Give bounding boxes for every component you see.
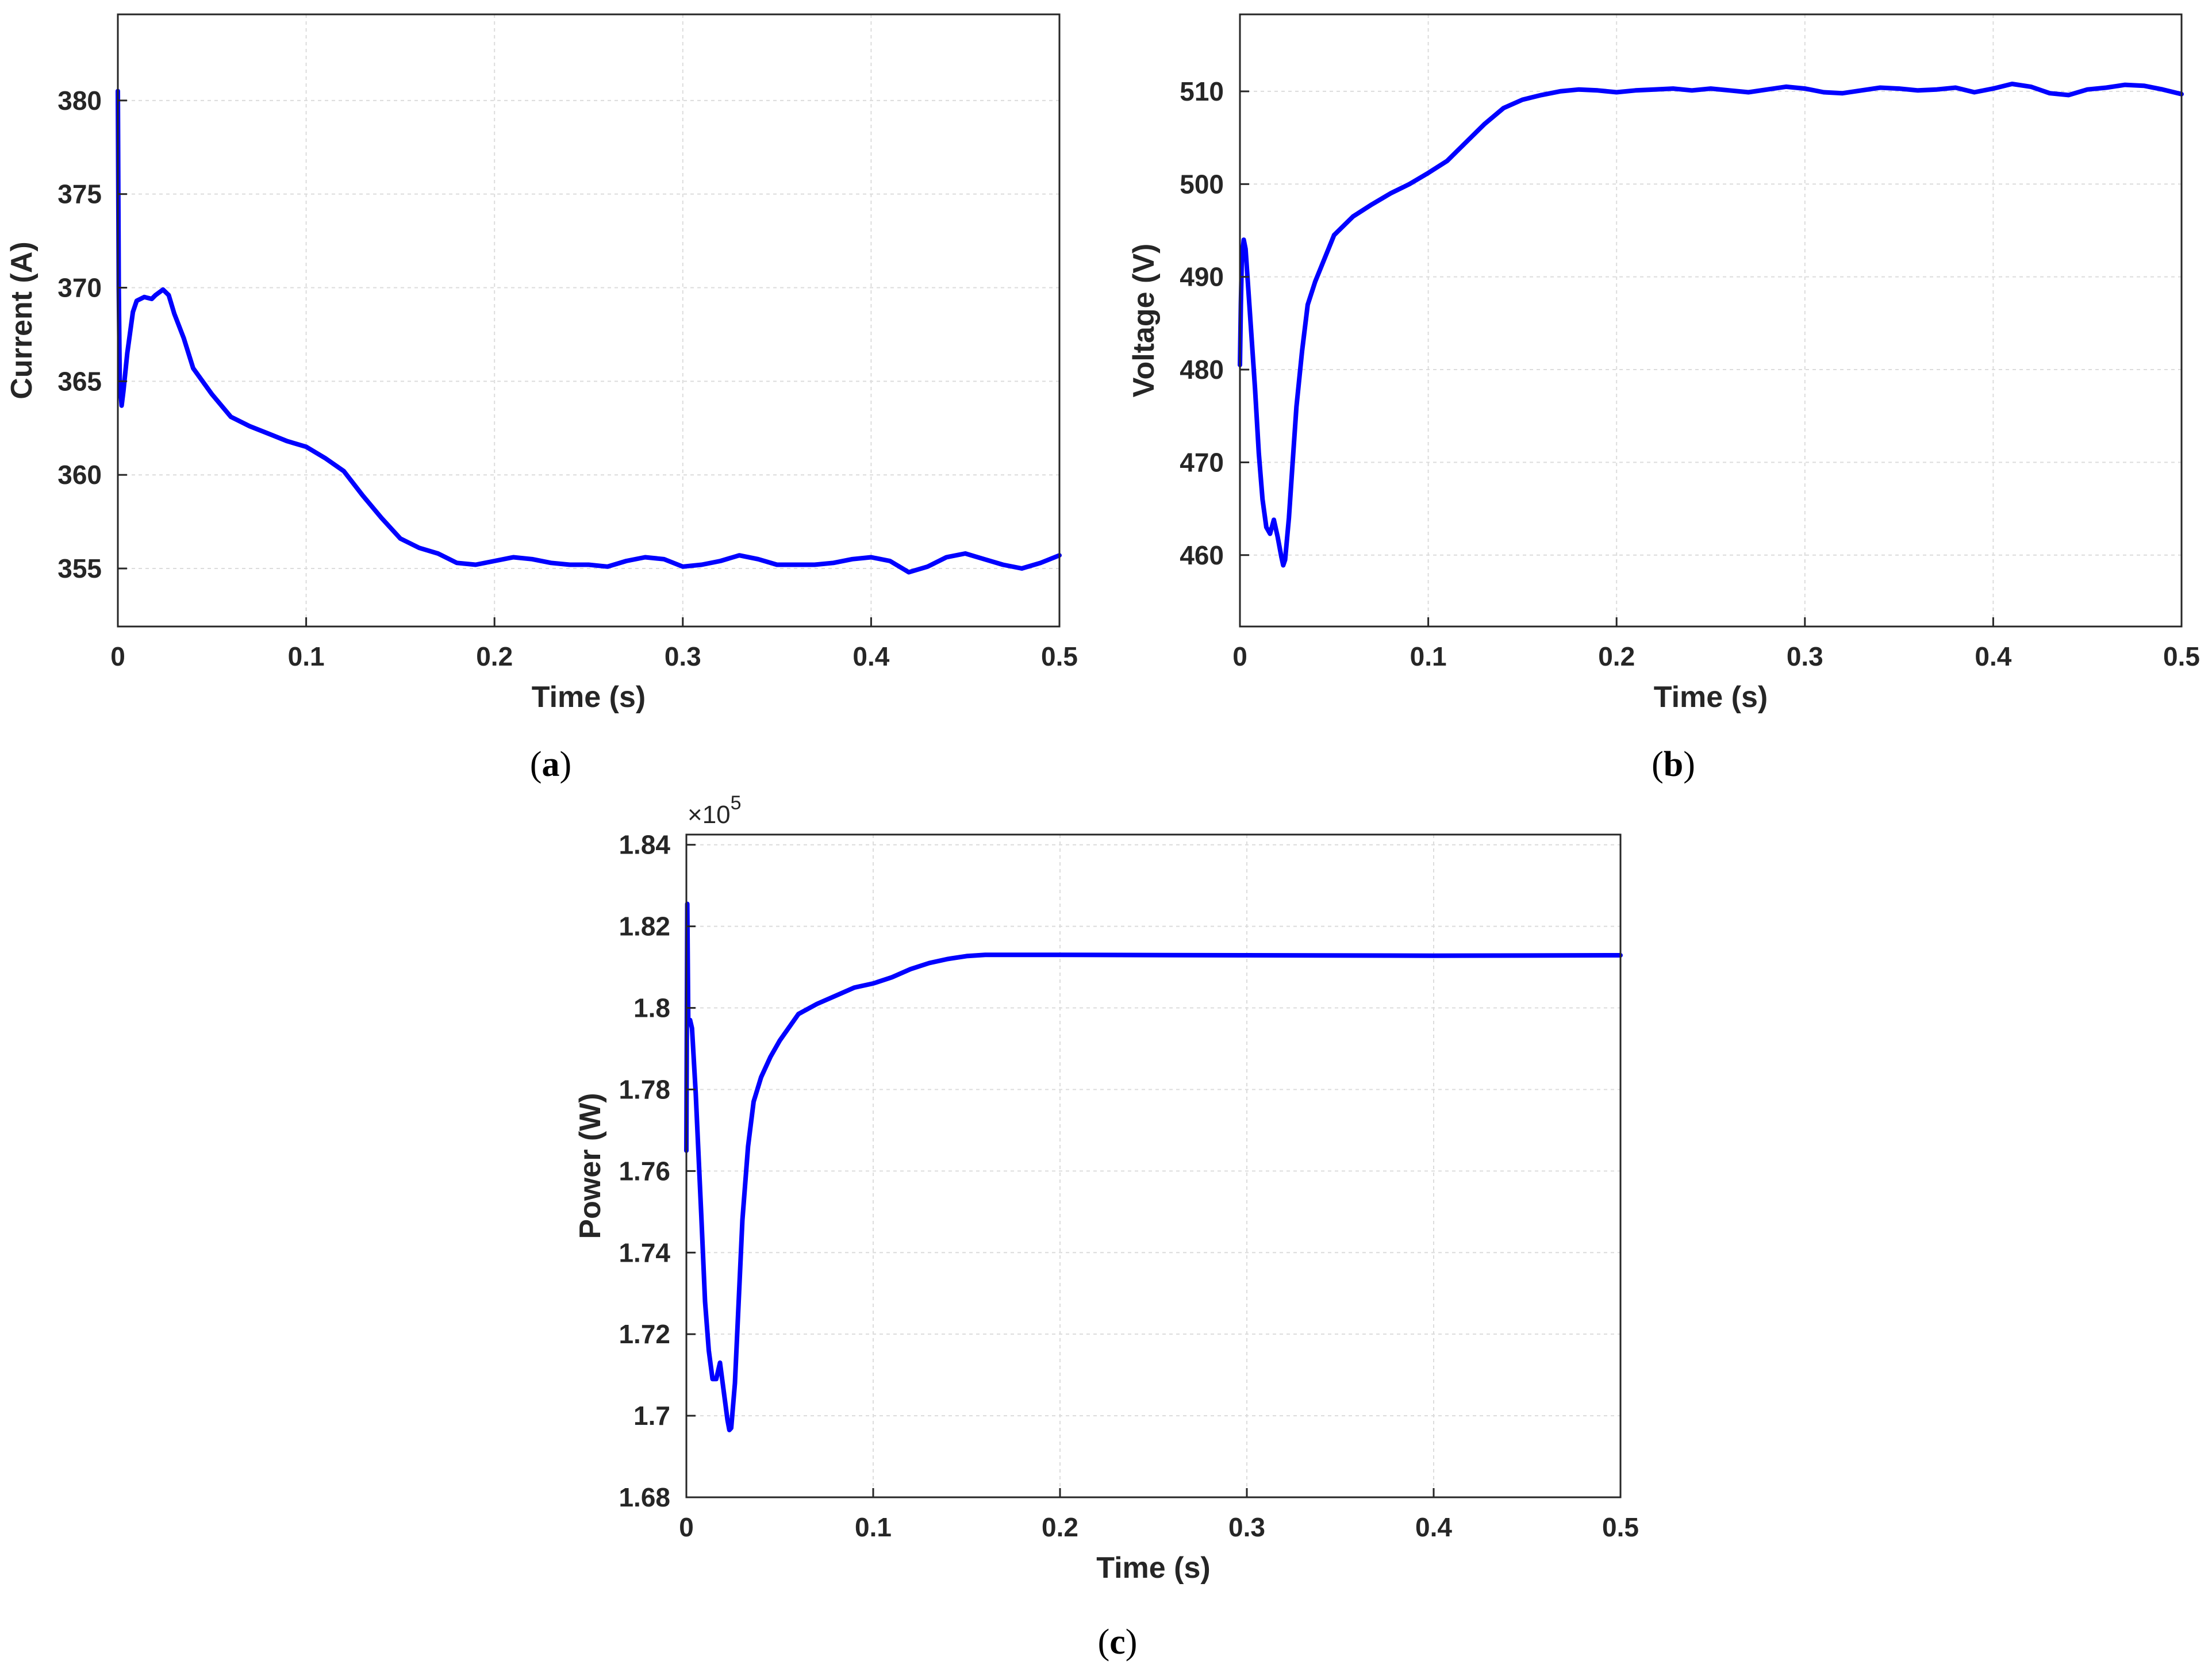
x-tick-label: 0 <box>679 1512 694 1542</box>
y-tick-label: 490 <box>1180 262 1224 292</box>
chart-panel-a: 0 0.1 0.2 0.3 0.4 0.5 355 360 365 370 375 380 Time (… <box>5 13 1078 784</box>
caption-letter: b <box>1664 745 1683 784</box>
caption-letter: a <box>542 745 560 784</box>
y-tick-label: 1.76 <box>619 1156 670 1186</box>
axes-box <box>685 833 1622 1498</box>
y-tick-label: 365 <box>57 366 102 396</box>
y-tick-label: 470 <box>1180 447 1224 477</box>
caption-close: ) <box>560 745 572 784</box>
y-axis-label: Voltage (V) <box>1127 244 1161 398</box>
series-line <box>684 901 1623 1432</box>
x-tick-label: 0.3 <box>1228 1512 1265 1542</box>
caption-open: ( <box>530 745 542 784</box>
x-tick-label: 0 <box>110 641 125 671</box>
y-tick-label: 1.74 <box>619 1237 670 1267</box>
caption-open: ( <box>1652 745 1664 784</box>
y-axis-exponent: ×105 <box>688 792 742 829</box>
x-tick-label: 0.4 <box>1415 1512 1452 1542</box>
y-tick-label: 360 <box>57 460 102 490</box>
chart-panel-c: 0 0.1 0.2 0.3 0.4 0.5 1.68 1.7 1.72 1.74 1.76 1.78 1… <box>574 792 1639 1662</box>
y-tick-label: 1.8 <box>633 993 670 1023</box>
panel-caption: (b) <box>1652 745 1695 784</box>
y-tick-label: 1.72 <box>619 1319 670 1349</box>
exponent-base: ×10 <box>688 801 731 829</box>
x-tick-label: 0.5 <box>2163 641 2200 671</box>
exponent-power: 5 <box>731 792 742 814</box>
y-tick-label: 460 <box>1180 540 1224 570</box>
panel-caption: (c) <box>1098 1623 1138 1662</box>
y-tick-label: 510 <box>1180 76 1224 106</box>
x-tick-label: 0.4 <box>1975 641 2011 671</box>
y-axis-label: Power (W) <box>574 1093 607 1239</box>
x-tick-label: 0.5 <box>1041 641 1078 671</box>
y-tick-label: 1.68 <box>619 1482 670 1512</box>
x-tick-label: 0.4 <box>852 641 889 671</box>
x-tick-label: 0.1 <box>855 1512 892 1542</box>
x-axis-label: Time (s) <box>1654 681 1768 714</box>
y-tick-label: 1.78 <box>619 1074 670 1104</box>
caption-open: ( <box>1098 1623 1110 1662</box>
caption-close: ) <box>1126 1623 1138 1662</box>
x-axis-label: Time (s) <box>1096 1551 1210 1585</box>
y-tick-label: 380 <box>57 86 102 116</box>
x-tick-label: 0.3 <box>1787 641 1823 671</box>
x-tick-label: 0 <box>1232 641 1247 671</box>
x-tick-label: 0.5 <box>1602 1512 1639 1542</box>
caption-close: ) <box>1683 745 1695 784</box>
panel-caption: (a) <box>530 745 571 784</box>
y-tick-label: 500 <box>1180 169 1224 199</box>
caption-letter: c <box>1109 1623 1126 1662</box>
x-tick-label: 0.2 <box>476 641 513 671</box>
series-line <box>116 89 1062 575</box>
y-tick-label: 370 <box>57 273 102 303</box>
y-axis-label: Current (A) <box>5 241 39 399</box>
x-axis-label: Time (s) <box>532 681 646 714</box>
chart-panel-b: 0 0.1 0.2 0.3 0.4 0.5 460 470 480 490 500 510 Time (… <box>1127 13 2200 784</box>
x-tick-label: 0.1 <box>1410 641 1447 671</box>
x-tick-label: 0.3 <box>665 641 701 671</box>
y-tick-label: 355 <box>57 554 102 583</box>
x-tick-label: 0.1 <box>288 641 325 671</box>
y-tick-label: 1.84 <box>619 830 670 860</box>
series-line <box>1238 82 2184 568</box>
axes-box <box>117 13 1061 628</box>
axes-box <box>1239 13 2183 628</box>
y-tick-label: 375 <box>57 179 102 209</box>
y-tick-label: 1.7 <box>633 1401 670 1431</box>
y-tick-label: 480 <box>1180 355 1224 385</box>
x-tick-label: 0.2 <box>1042 1512 1078 1542</box>
y-tick-label: 1.82 <box>619 912 670 941</box>
x-tick-label: 0.2 <box>1598 641 1635 671</box>
